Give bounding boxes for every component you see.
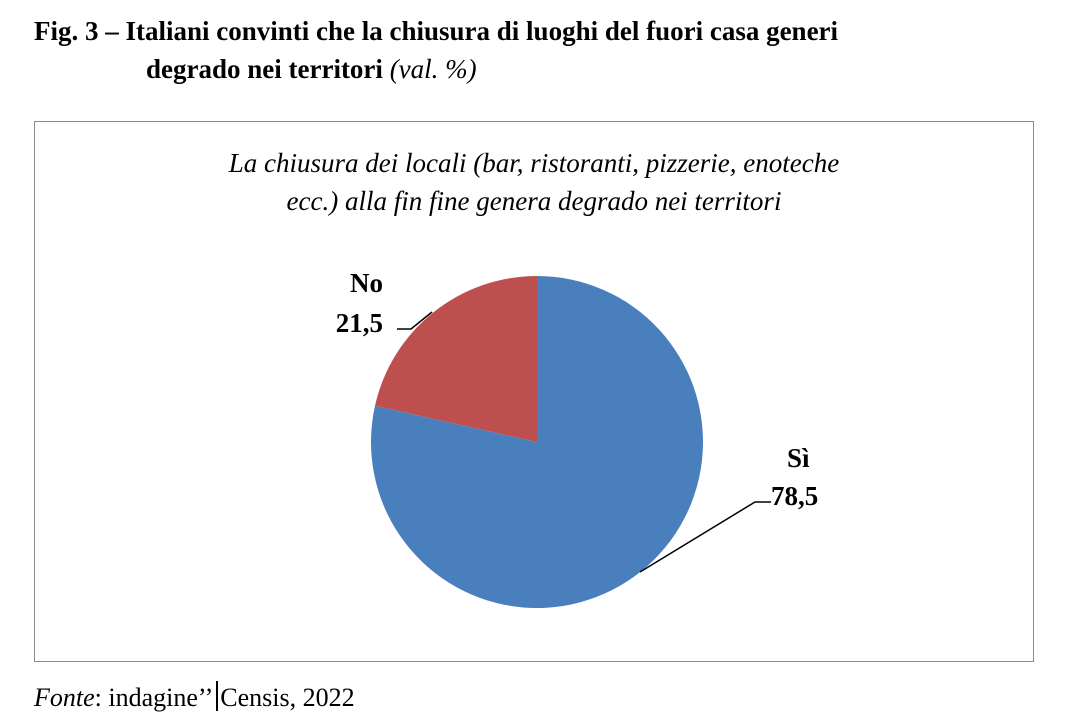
source-prefix: Fonte [34,683,95,712]
leader-line-si [639,501,771,573]
pie-slice-no [374,276,537,442]
source-text-before: : indagine’’ [94,683,214,712]
pie-slice-si [370,276,703,608]
source-text-after: Censis, 2022 [220,683,355,712]
leader-line-no [397,311,433,330]
slice-label-no: No [350,268,383,298]
source-note: Fonte: indagine’’ Censis, 2022 [34,681,355,715]
figure-title-line2-wrap: degrado nei territori (val. %) [34,50,1044,88]
slice-label-si: Sì [787,443,810,473]
chart-title-line2: ecc.) alla fin fine genera degrado nei t… [286,186,782,216]
source-separator [216,681,219,711]
figure-title: Fig. 3 – Italiani convinti che la chiusu… [34,12,1044,88]
slice-value-no: 21,5 [336,308,383,338]
figure-title-line2: degrado nei territori [146,54,383,84]
slice-value-si: 78,5 [771,481,818,511]
figure-title-unit: (val. %) [389,54,477,84]
figure-title-line1: Fig. 3 – Italiani convinti che la chiusu… [34,16,839,46]
chart-frame: La chiusura dei locali (bar, ristoranti,… [34,121,1034,662]
pie-chart: Sì 78,5 No 21,5 [336,268,818,608]
chart-title: La chiusura dei locali (bar, ristoranti,… [35,144,1033,220]
chart-title-line1: La chiusura dei locali (bar, ristoranti,… [228,148,840,178]
